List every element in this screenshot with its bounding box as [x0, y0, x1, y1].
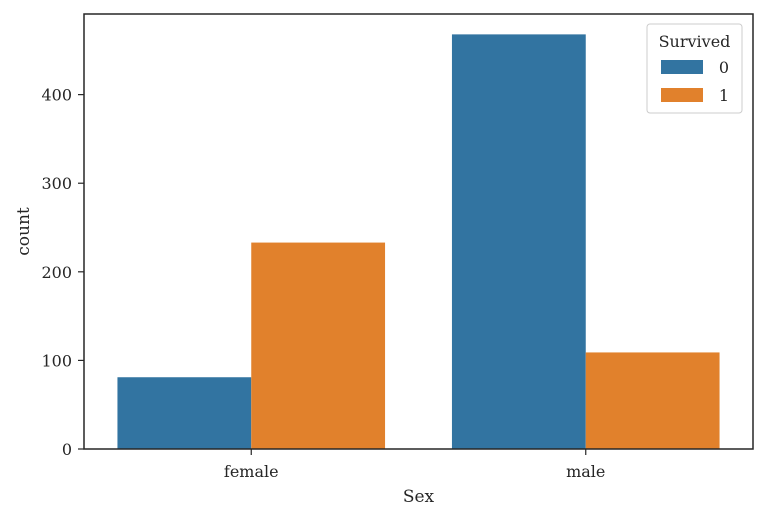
- x-axis-label: Sex: [403, 487, 435, 507]
- plot-frame: [83, 13, 754, 450]
- y-tick-label: 200: [41, 263, 72, 282]
- x-axis-ticks: female male: [224, 449, 605, 481]
- y-tick-label: 300: [41, 174, 72, 193]
- y-tick-label: 100: [41, 351, 72, 370]
- bar-male-survived-1: [585, 352, 720, 449]
- legend-title: Survived: [659, 32, 731, 51]
- y-axis-label: count: [14, 207, 34, 256]
- legend-items: 01: [661, 58, 729, 105]
- legend-label-1: 1: [719, 86, 729, 105]
- y-axis-ticks: 0 100 200 300 400: [41, 86, 84, 459]
- bar-male-survived-0: [451, 34, 586, 450]
- y-tick-label: 0: [62, 440, 72, 459]
- legend-swatch-1: [661, 88, 703, 102]
- bars-group: [117, 34, 720, 450]
- legend: Survived 01: [646, 23, 743, 114]
- legend-swatch-0: [661, 60, 703, 74]
- x-tick-label: female: [224, 462, 279, 481]
- legend-label-0: 0: [719, 58, 729, 77]
- x-tick-label: male: [566, 462, 605, 481]
- y-tick-label: 400: [41, 86, 72, 105]
- bar-female-survived-1: [251, 242, 386, 449]
- bar-female-survived-0: [117, 377, 252, 449]
